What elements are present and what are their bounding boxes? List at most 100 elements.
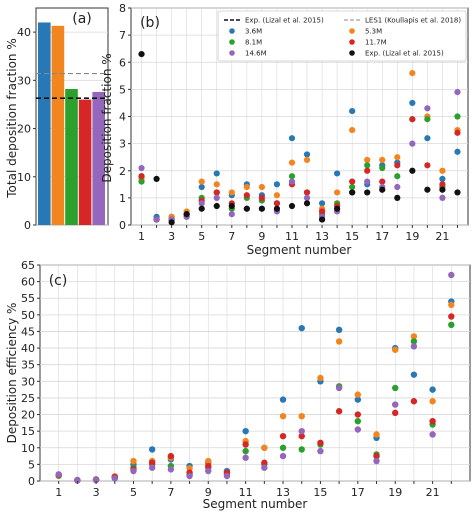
point-8-1m [364,162,371,169]
point-14-6m [92,476,100,484]
panel-b-ytick-label: 3 [119,138,126,151]
point-11-7m [138,173,145,180]
point-3-6m [409,99,416,107]
panel-b-ytick-label: 2 [119,165,126,178]
point-11-7m [213,189,220,196]
point-5-3m [130,457,137,465]
point-exp-lizal-et-al-2015 [228,202,235,210]
legend-marker-dot [349,28,355,34]
point-14-6m [261,464,268,471]
panel-c-ytick-label: 50 [21,309,35,322]
point-14-6m [111,475,118,482]
point-exp-lizal-et-al-2015 [183,211,190,218]
panel-b-ylabel: Deposition fraction % [100,53,114,182]
panel-a-reference-lines [36,72,108,99]
panel-c-ytick-label: 15 [21,425,35,438]
point-14-6m [335,384,343,392]
point-5-3m [429,398,436,405]
point-14-6m [303,194,311,201]
point-8-1m [288,173,296,180]
panel-b-ytick-label: 7 [119,29,126,42]
point-5-3m [364,156,371,163]
point-14-6m [439,194,446,201]
point-3-6m [213,170,220,177]
point-11-7m [410,398,418,405]
point-11-7m [167,452,175,460]
point-11-7m [298,432,305,440]
point-14-6m [448,271,455,279]
point-8-1m [298,446,305,453]
point-8-1m [379,164,386,172]
point-14-6m [223,472,231,480]
point-11-7m [392,409,399,417]
panel-c-xtick-label: 3 [93,486,100,499]
point-5-3m [334,189,341,196]
legend-box [217,10,467,62]
legend-marker-dot [229,39,235,45]
legend-label: 5.3M [365,28,382,36]
point-3-6m [354,396,362,403]
point-5-3m [279,413,287,420]
point-exp-lizal-et-al-2015 [454,189,461,196]
point-11-7m [303,189,311,196]
point-3-6m [298,324,305,332]
panel-b-xtick-label: 9 [258,230,265,243]
panel-b-xtick-label: 13 [315,230,329,243]
bar-3-6m [38,22,51,225]
point-3-6m [429,386,436,393]
point-exp-lizal-et-al-2015 [153,175,160,182]
point-5-3m [379,156,386,163]
point-3-6m [303,151,311,158]
point-14-6m [55,471,62,478]
panel-c-ytick-label: 45 [21,325,35,338]
panel-c-ytick-label: 5 [28,458,35,471]
point-exp-lizal-et-al-2015 [213,202,220,210]
point-11-7m [261,459,268,466]
point-14-6m [373,457,380,465]
panel-b-ytick-label: 8 [119,2,126,15]
point-14-6m [317,447,324,455]
point-3-6m [318,200,326,207]
point-11-7m [258,194,265,201]
point-8-1m [454,113,461,120]
panel-b-xtick-label: 17 [375,230,389,243]
point-11-7m [243,192,250,199]
point-14-6m [454,88,461,96]
point-5-3m [205,457,212,465]
point-11-7m [148,459,156,466]
panel-c-xtick-label: 7 [167,486,174,499]
panel-c-letter: (c) [49,273,68,289]
panel-c-frame [39,264,471,482]
point-14-6m [198,200,205,207]
point-3-6m [335,326,343,333]
point-exp-lizal-et-al-2015 [303,200,311,207]
panel-a-ytick-label: 20 [17,123,31,136]
point-14-6m [228,211,235,218]
panel-b-ytick-label: 6 [119,56,126,69]
bar-11-7m [78,99,92,225]
point-11-7m [354,411,362,418]
panel-c-ytick-label: 25 [21,392,35,405]
point-11-7m [409,116,416,123]
point-11-7m [373,452,380,460]
point-11-7m [439,181,446,188]
point-14-6m [186,472,193,480]
point-5-3m [288,159,296,166]
point-14-6m [167,466,175,473]
point-14-6m [298,427,305,435]
panel-b-xtick-label: 19 [405,230,419,243]
point-exp-lizal-et-al-2015 [424,186,431,193]
point-5-3m [373,431,380,438]
legend-marker-dot [229,50,235,56]
panel-c-ylabel: Deposition efficiency % [5,303,19,444]
point-5-3m [317,374,324,382]
point-14-6m [392,401,399,408]
panel-a-letter: (a) [72,11,92,27]
point-3-6m [279,396,287,403]
point-8-1m [354,417,362,425]
point-14-6m [138,164,145,172]
